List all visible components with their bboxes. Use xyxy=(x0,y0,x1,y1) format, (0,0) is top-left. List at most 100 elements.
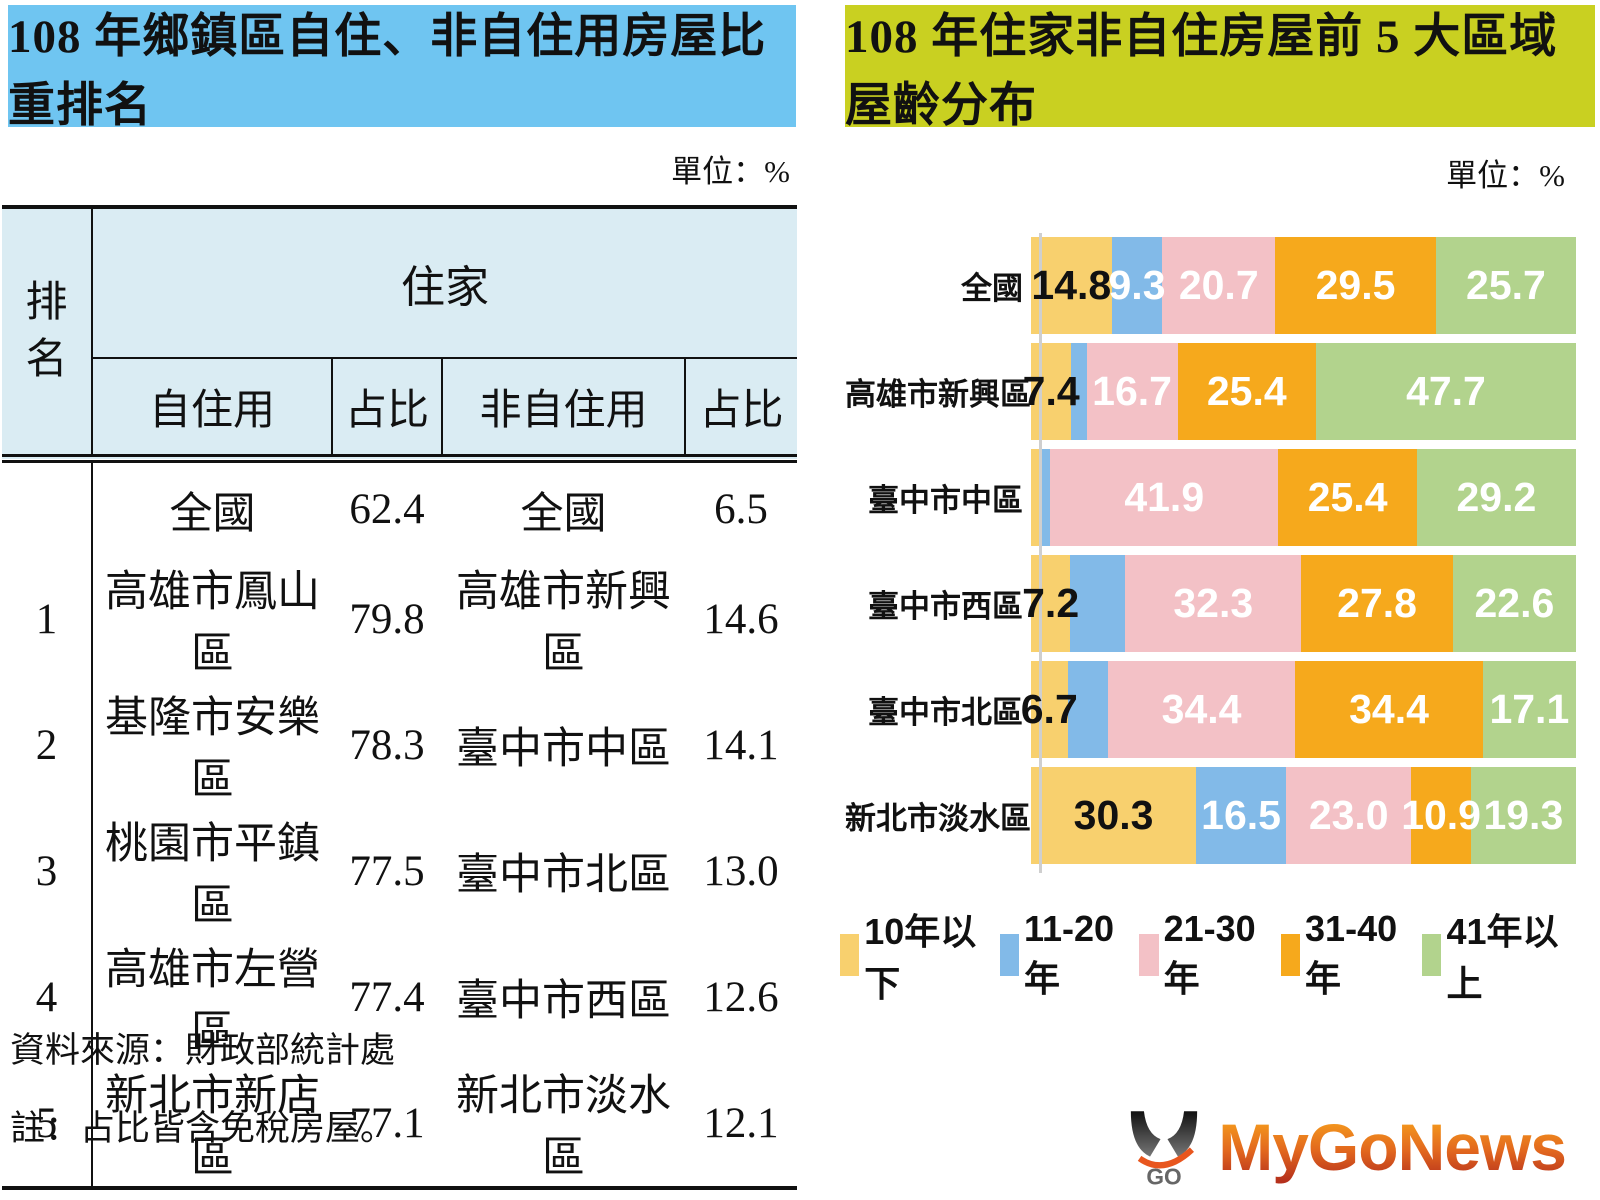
legend-label: 11-20年 xyxy=(1023,908,1115,999)
table-row: 全國 62.4 全國 6.5 xyxy=(2,454,797,556)
bar-value-label: 16.5 xyxy=(1201,792,1281,838)
bar-value-label: 30.3 xyxy=(1073,792,1154,838)
table-row: 2 基隆市安樂區 78.3 臺中市中區 14.1 xyxy=(2,682,797,808)
legend-swatch-icon xyxy=(1139,934,1159,976)
bar-value-label: 34.4 xyxy=(1161,686,1242,732)
bar-segment-21-30年: 20.7 xyxy=(1162,237,1276,334)
owner-district-cell: 高雄市鳳山區 xyxy=(92,556,332,682)
bar-segment-11-20年 xyxy=(1067,661,1108,758)
owner-pct-cell: 77.1 xyxy=(332,1060,442,1188)
bar-value-label: 34.4 xyxy=(1349,686,1429,732)
stacked-bar-chart: 全國 14.8 9.3 20.7 29.5 25.7 高雄市新興區 7.4 16.7 25.4 47… xyxy=(845,233,1590,873)
nonowner-pct-cell: 6.5 xyxy=(685,454,797,556)
rank-cell: 3 xyxy=(2,808,93,934)
table-row: 1 高雄市鳳山區 79.8 高雄市新興區 14.6 xyxy=(2,556,797,682)
bar-value-label: 25.7 xyxy=(1466,262,1546,308)
bar-segment-11-20年 xyxy=(1039,449,1051,546)
bar-segment-31-40年: 25.4 xyxy=(1177,343,1316,440)
chart-unit-label: 單位：% xyxy=(1446,158,1565,193)
rank-cell: 2 xyxy=(2,682,93,808)
bar-segment-41年以上: 19.3 xyxy=(1470,767,1576,864)
owner-pct-cell: 79.8 xyxy=(332,556,442,682)
bar-row: 高雄市新興區 7.4 16.7 25.4 47.7 xyxy=(845,343,1590,440)
logo-mark-text: GO xyxy=(1147,1164,1182,1188)
legend-label: 10年以下 xyxy=(864,911,977,1004)
owner-district-cell: 桃園市平鎮區 xyxy=(92,808,332,934)
nonowner-pct-cell: 12.1 xyxy=(685,1060,797,1188)
bar-value-label: 41.9 xyxy=(1124,474,1205,520)
bar-track: 7.4 16.7 25.4 47.7 xyxy=(1023,343,1576,440)
owner-pct-cell: 77.4 xyxy=(332,934,442,1060)
owner-district-cell: 基隆市安樂區 xyxy=(92,682,332,808)
bar-segment-21-30年: 32.3 xyxy=(1125,555,1302,652)
logo-text: MyGoNews xyxy=(1218,1110,1567,1184)
bar-category-label: 新北市淡水區 xyxy=(845,801,1031,836)
owner-district-cell: 新北市新店區 xyxy=(92,1060,332,1188)
bar-segment-10年以下: 6.7 xyxy=(1021,661,1078,758)
bar-segment-11-20年: 16.5 xyxy=(1196,767,1287,864)
nonowner-district-cell: 臺中市北區 xyxy=(442,808,685,934)
legend-swatch-icon xyxy=(999,934,1019,976)
bar-row: 新北市淡水區 30.3 16.5 23.0 10.9 19.3 xyxy=(845,767,1590,864)
bar-value-label: 23.0 xyxy=(1308,792,1389,838)
bar-segment-41年以上: 47.7 xyxy=(1316,343,1576,440)
table-row: 4 高雄市左營區 77.4 臺中市西區 12.6 xyxy=(2,934,797,1060)
legend-item: 31-40年 xyxy=(1280,908,1422,1002)
footnote: 註：占比皆含免稅房屋。 xyxy=(10,1109,396,1148)
bar-value-label: 7.2 xyxy=(1022,580,1080,626)
bar-value-label: 14.8 xyxy=(1031,262,1112,308)
bar-segment-10年以下: 7.4 xyxy=(1023,343,1080,440)
bar-value-label: 7.4 xyxy=(1022,368,1080,414)
nonowner-district-cell: 臺中市中區 xyxy=(442,682,685,808)
rank-cell: 4 xyxy=(2,934,93,1060)
bar-value-label: 47.7 xyxy=(1406,368,1486,414)
legend-swatch-icon xyxy=(840,934,860,976)
bar-segment-10年以下: 14.8 xyxy=(1031,237,1112,334)
nonowner-pct-cell: 12.6 xyxy=(685,934,797,1060)
bar-value-label: 25.4 xyxy=(1307,474,1388,520)
bar-track: 6.7 34.4 34.4 17.1 xyxy=(1021,661,1576,758)
bar-value-label: 25.4 xyxy=(1206,368,1287,414)
bar-segment-41年以上: 29.2 xyxy=(1416,449,1576,546)
bar-track: 14.8 9.3 20.7 29.5 25.7 xyxy=(1031,237,1576,334)
bar-value-label: 10.9 xyxy=(1401,792,1481,838)
nonowner-column-header: 非自住用 xyxy=(442,358,686,459)
ranking-table: 排名 住家 自住用 占比 非自住用 占比 全國 62.4 全國 6.5 1 高雄… xyxy=(2,205,797,1190)
owner-column-header: 自住用 xyxy=(92,358,333,459)
left-panel-title: 108 年鄉鎮區自住、非自住用房屋比重排名 xyxy=(8,5,796,132)
rank-cell xyxy=(2,454,93,556)
bar-value-label: 19.3 xyxy=(1483,792,1564,838)
bar-segment-31-40年: 25.4 xyxy=(1278,449,1417,546)
axis-line xyxy=(1039,233,1042,873)
bar-segment-21-30年: 23.0 xyxy=(1286,767,1412,864)
bar-segment-41年以上: 22.6 xyxy=(1452,555,1576,652)
nonowner-pct-cell: 14.6 xyxy=(685,556,797,682)
bar-value-label: 29.5 xyxy=(1315,262,1396,308)
rank-cell: 5 xyxy=(2,1060,93,1188)
legend-item: 41年以上 xyxy=(1422,903,1582,1007)
bar-value-label: 6.7 xyxy=(1020,686,1078,732)
legend-item: 21-30年 xyxy=(1139,908,1280,1002)
owner-pct-cell: 78.3 xyxy=(332,682,442,808)
bar-segment-10年以下: 30.3 xyxy=(1031,767,1197,864)
legend-item: 11-20年 xyxy=(999,908,1140,1002)
bar-segment-21-30年: 34.4 xyxy=(1107,661,1296,758)
bar-segment-41年以上: 17.1 xyxy=(1482,661,1576,758)
logo-mark-icon: GO xyxy=(1131,1111,1198,1188)
rank-cell: 1 xyxy=(2,556,93,682)
legend: 10年以下 11-20年 21-30年 31-40年 41年以上 xyxy=(840,903,1582,1007)
bar-segment-10年以下: 7.2 xyxy=(1022,555,1079,652)
nonowner-district-cell: 全國 xyxy=(442,454,685,556)
bar-row: 臺中市西區 7.2 32.3 27.8 22.6 xyxy=(845,555,1590,652)
legend-swatch-icon xyxy=(1422,934,1442,976)
bar-segment-31-40年: 29.5 xyxy=(1275,237,1436,334)
bar-category-label: 臺中市北區 xyxy=(868,695,1023,730)
bar-category-label: 臺中市西區 xyxy=(868,589,1023,624)
bar-segment-21-30年: 16.7 xyxy=(1086,343,1178,440)
bar-category-label: 臺中市中區 xyxy=(868,483,1023,518)
bar-segment-21-30年: 41.9 xyxy=(1050,449,1279,546)
bar-category-label: 高雄市新興區 xyxy=(845,377,1031,412)
table-row: 3 桃園市平鎮區 77.5 臺中市北區 13.0 xyxy=(2,808,797,934)
chart-title: 108 年住家非自住房屋前 5 大區域屋齡分布 xyxy=(845,5,1595,132)
bar-value-label: 20.7 xyxy=(1178,262,1259,308)
